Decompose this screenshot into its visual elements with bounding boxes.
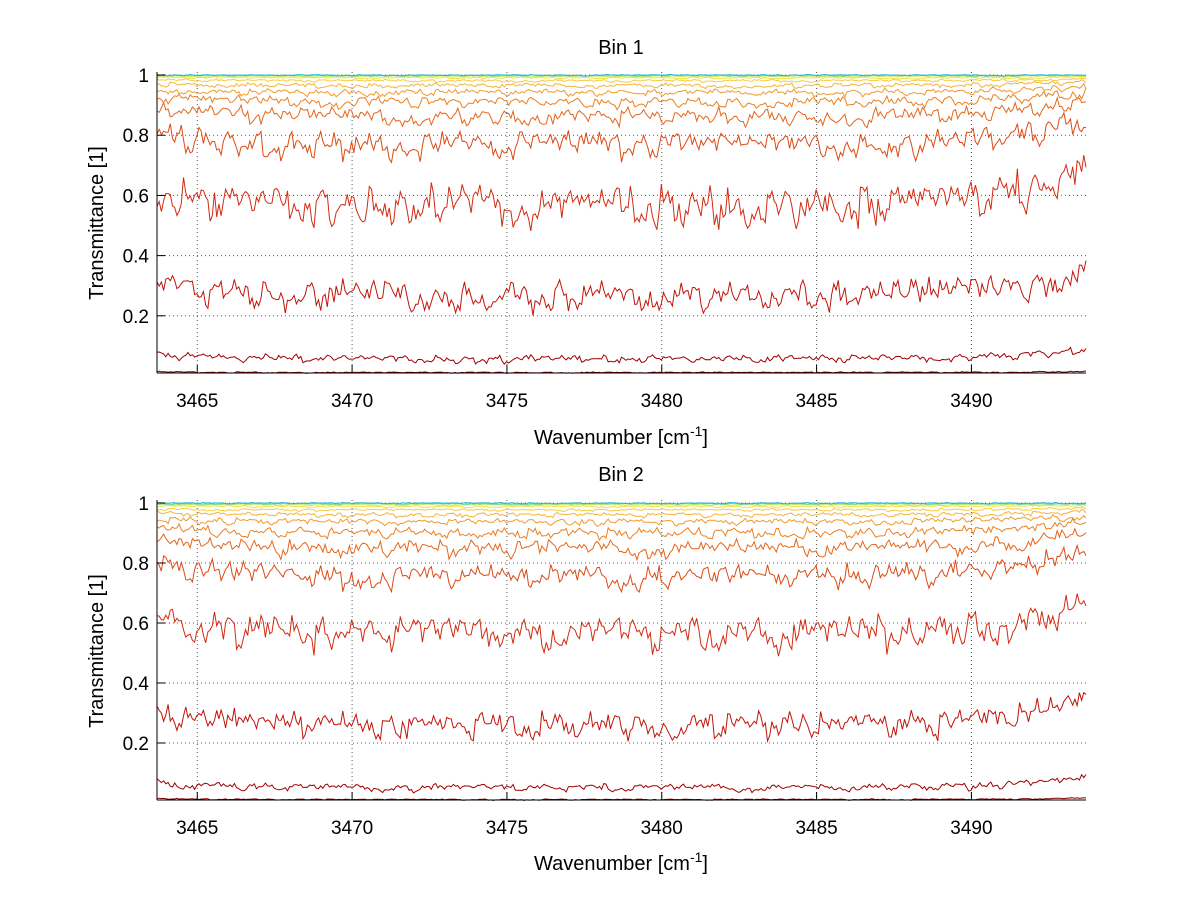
series-line [156, 78, 1087, 90]
series-line [156, 517, 1087, 542]
series-line [156, 346, 1087, 365]
x-tick-label: 3480 [641, 818, 683, 839]
y-tick-label: 0.6 [123, 186, 149, 207]
chart-title: Bin 2 [598, 464, 644, 486]
tick-labels: 3465 3470 3475 3480 3485 3490 0.2 0.4 0.6 0.8 1 [123, 66, 993, 412]
grid-lines [157, 500, 1086, 800]
y-tick-label: 0.2 [123, 307, 149, 328]
x-tick-label: 3475 [486, 391, 528, 412]
chart-panel-bin-2: Bin 2 3465 3470 3475 3480 3485 3490 0.2 0.4 0.6 0… [86, 464, 1087, 875]
series-line [156, 87, 1087, 111]
x-tick-label: 3465 [176, 391, 218, 412]
series-line [156, 155, 1087, 231]
x-tick-label: 3475 [486, 818, 528, 839]
series-line [156, 508, 1087, 519]
series-line [156, 111, 1087, 164]
x-tick-label: 3480 [641, 391, 683, 412]
axes [156, 72, 1086, 374]
series-line [156, 74, 1087, 78]
y-tick-label: 0.4 [123, 674, 150, 695]
y-tick-label: 0.6 [123, 614, 149, 635]
x-tick-label: 3470 [331, 391, 373, 412]
series-line [156, 504, 1087, 509]
series-line [156, 501, 1087, 505]
y-tick-label: 0.4 [123, 247, 150, 268]
y-tick-label: 0.8 [123, 126, 149, 147]
series-line [156, 506, 1087, 513]
series-line [156, 82, 1087, 99]
series-line [156, 514, 1087, 527]
series-line [156, 773, 1087, 794]
tick-labels: 3465 3470 3475 3480 3485 3490 0.2 0.4 0.6 0.8 1 [123, 494, 993, 839]
series-lines [156, 73, 1087, 374]
x-tick-label: 3485 [795, 818, 837, 839]
series-line [156, 77, 1087, 84]
y-tick-label: 1 [138, 66, 149, 87]
x-tick-label: 3465 [176, 818, 218, 839]
series-line [156, 73, 1087, 77]
series-line [156, 96, 1087, 129]
x-tick-label: 3470 [331, 818, 373, 839]
x-axis-label: Wavenumber [cm-1] [534, 849, 708, 875]
chart-panel-bin-1: Bin 1 3465 3470 3475 3480 3485 3490 0.2 0.4 0.6 0… [86, 37, 1087, 449]
y-axis-label: Transmittance [1] [86, 574, 108, 728]
x-axis-label: Wavenumber [cm-1] [534, 423, 708, 449]
x-tick-label: 3490 [950, 391, 992, 412]
y-tick-label: 0.2 [123, 734, 149, 755]
series-line [156, 691, 1087, 743]
chart-title: Bin 1 [598, 37, 644, 59]
series-line [156, 543, 1087, 594]
series-line [156, 593, 1087, 657]
series-lines [156, 501, 1087, 802]
y-tick-label: 1 [138, 494, 149, 515]
series-line [156, 260, 1087, 316]
x-tick-label: 3490 [950, 818, 992, 839]
y-axis-label: Transmittance [1] [86, 146, 108, 300]
series-line [156, 502, 1087, 506]
axes [156, 500, 1086, 801]
x-tick-label: 3485 [795, 391, 837, 412]
series-line [156, 527, 1087, 562]
y-tick-label: 0.8 [123, 554, 149, 575]
